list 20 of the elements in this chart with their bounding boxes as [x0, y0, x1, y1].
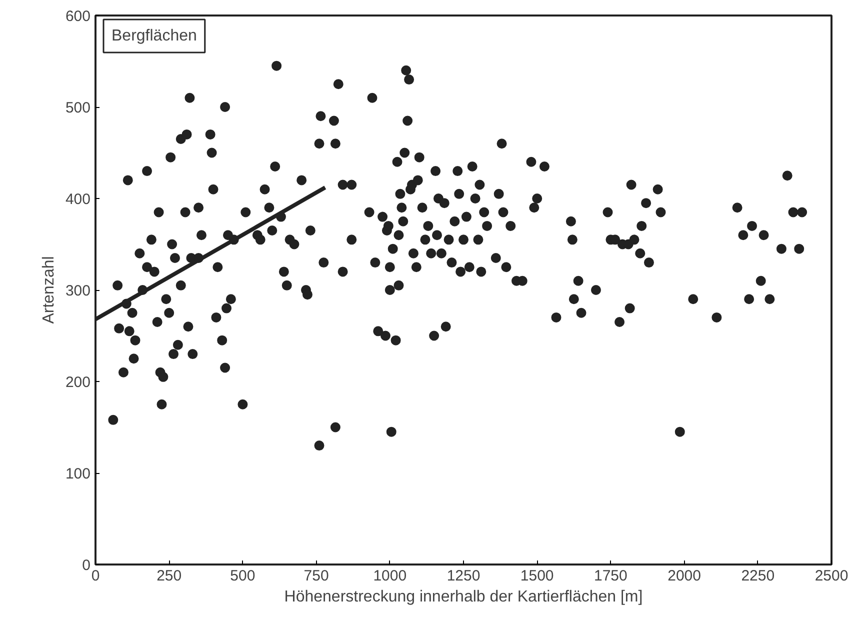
x-tick-label: 1250 — [446, 568, 480, 584]
x-tick-label: 500 — [230, 568, 256, 584]
x-tick-label: 1500 — [520, 568, 554, 584]
y-tick-label: 200 — [65, 374, 91, 391]
y-tick-label: 0 — [82, 557, 90, 574]
x-tick-label: 2000 — [668, 568, 701, 584]
annotation: Bergflächen — [112, 28, 197, 44]
y-tick-label: 100 — [65, 466, 91, 482]
x-tick-label: 2250 — [741, 568, 775, 584]
x-tick-label: 750 — [304, 568, 329, 584]
x-axis-title: Höhenerstreckung innerhalb der Kartierflächen [m] — [284, 588, 643, 606]
x-tick-label: 250 — [156, 568, 182, 584]
y-tick-label: 500 — [65, 100, 91, 116]
x-tick-label: 2500 — [814, 568, 848, 584]
x-tick-label: 1750 — [594, 568, 628, 584]
y-tick-label: 300 — [65, 282, 91, 300]
y-tick-label: 400 — [65, 191, 91, 208]
x-tick-label: 1000 — [373, 568, 407, 584]
y-axis-title: Artenzahl — [40, 256, 58, 324]
y-tick-label: 600 — [65, 8, 91, 25]
